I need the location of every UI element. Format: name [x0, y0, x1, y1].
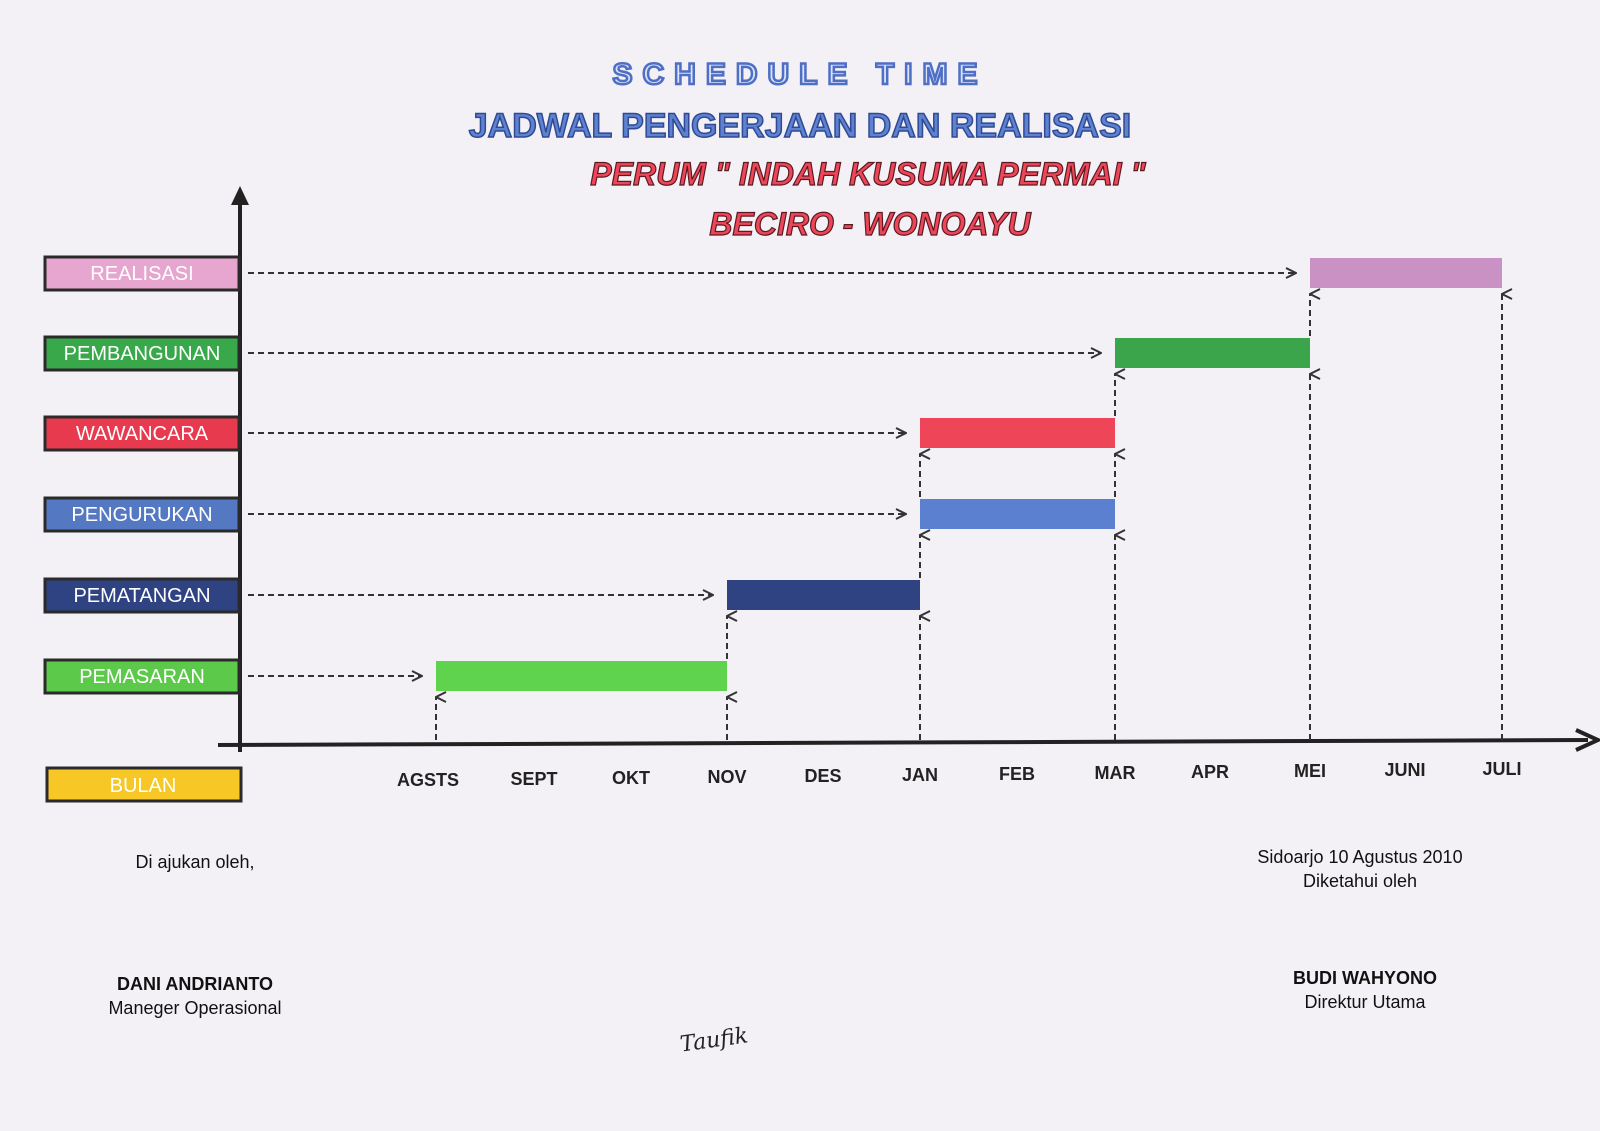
task-row-pengurukan: PENGURUKAN — [43, 496, 241, 533]
bar-pematangan — [727, 580, 920, 610]
x-axis-arrowhead — [1575, 728, 1600, 752]
task-label-box — [43, 255, 241, 292]
footer-right-role: Direktur Utama — [1304, 992, 1426, 1012]
chart-title: SCHEDULE TIME — [612, 58, 987, 91]
footer-right-place-date: Sidoarjo 10 Agustus 2010 — [1257, 847, 1463, 867]
task-label-box — [43, 577, 241, 614]
month-label-okt: OKT — [612, 768, 650, 788]
task-label: PEMASARAN — [79, 666, 205, 688]
task-label: PENGURUKAN — [71, 504, 212, 526]
task-label-box — [43, 335, 241, 372]
month-label-mar: MAR — [1095, 763, 1136, 783]
month-label-juli: JULI — [1482, 759, 1521, 779]
month-label-nov: NOV — [707, 767, 746, 787]
month-label-mei: MEI — [1294, 761, 1326, 781]
footer-right-name: BUDI WAHYONO — [1293, 968, 1437, 988]
task-label: REALISASI — [90, 263, 193, 285]
bar-realisasi — [1310, 258, 1502, 288]
y-axis-arrowhead — [231, 186, 249, 205]
chart-subtitle: JADWAL PENGERJAAN DAN REALISASI — [469, 107, 1131, 145]
task-row-pemasaran: PEMASARAN — [43, 658, 241, 695]
month-label-feb: FEB — [999, 764, 1035, 784]
task-row-realisasi: REALISASI — [43, 255, 241, 292]
month-label-apr: APR — [1191, 762, 1229, 782]
task-label-box — [43, 658, 241, 695]
task-label: PEMATANGAN — [73, 585, 210, 607]
bar-pemasaran — [436, 661, 727, 691]
task-label: PEMBANGUNAN — [64, 343, 221, 365]
project-location: BECIRO - WONOAYU — [709, 206, 1031, 242]
task-row-pematangan: PEMATANGAN — [43, 577, 241, 614]
month-label-sept: SEPT — [510, 769, 557, 789]
task-label-box — [43, 496, 241, 533]
task-label: WAWANCARA — [76, 423, 209, 445]
month-label-juni: JUNI — [1384, 760, 1425, 780]
footer-left-name: DANI ANDRIANTO — [117, 974, 273, 994]
month-label-jan: JAN — [902, 765, 938, 785]
bulan-label: BULAN — [110, 775, 177, 797]
x-axis — [217, 738, 1589, 747]
project-name: PERUM " INDAH KUSUMA PERMAI " — [590, 156, 1146, 192]
bar-wawancara — [920, 418, 1115, 448]
task-row-wawancara: WAWANCARA — [43, 415, 241, 452]
month-label-agsts: AGSTS — [397, 770, 459, 790]
bulan-label-box — [45, 766, 243, 803]
bar-pembangunan — [1115, 338, 1310, 368]
bar-pengurukan — [920, 499, 1115, 529]
footer-left-intro: Di ajukan oleh, — [135, 852, 255, 872]
footer-left-role: Maneger Operasional — [108, 998, 282, 1018]
bulan-row: BULAN — [45, 766, 243, 803]
footer-right-intro: Diketahui oleh — [1302, 871, 1418, 891]
month-label-des: DES — [804, 766, 841, 786]
task-label-box — [43, 415, 241, 452]
task-row-pembangunan: PEMBANGUNAN — [43, 335, 241, 372]
